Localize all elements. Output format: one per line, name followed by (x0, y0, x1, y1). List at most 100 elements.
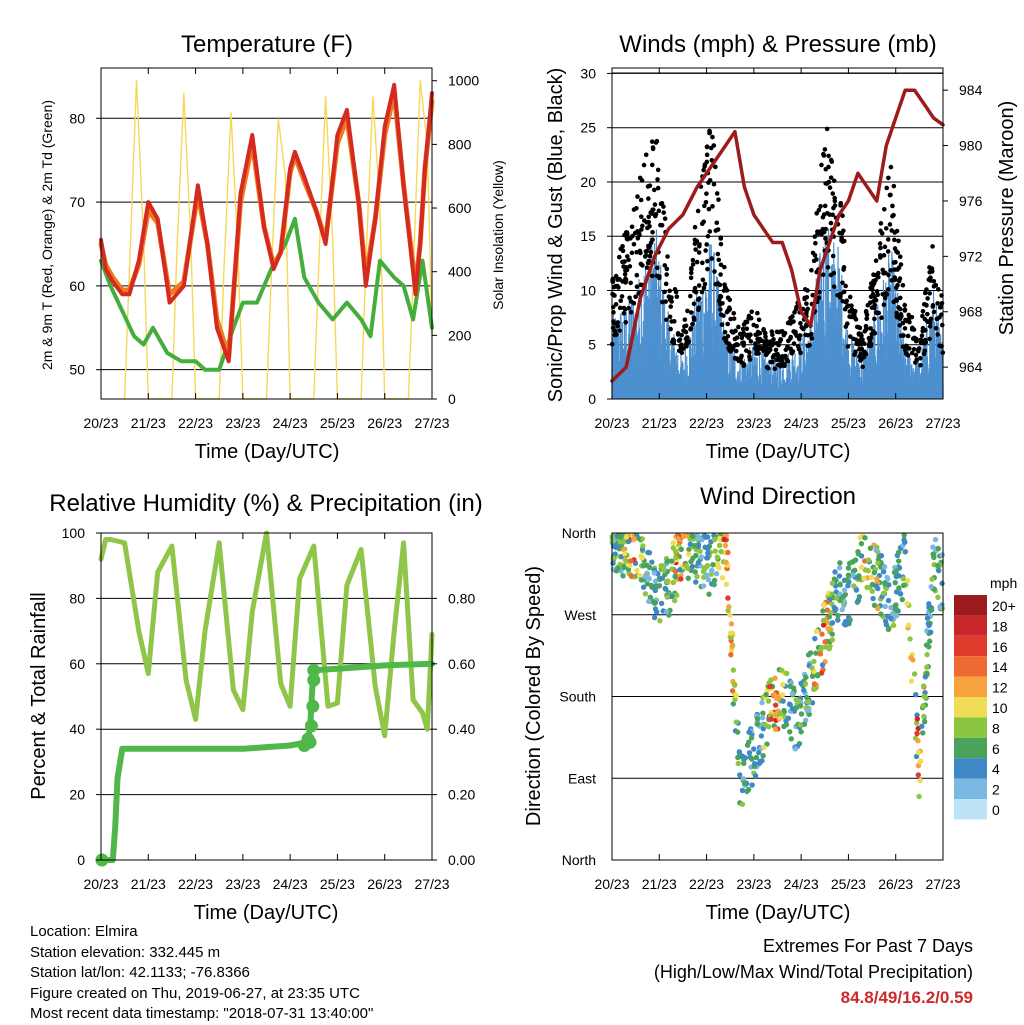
direction-ytick-label: North (562, 525, 596, 541)
direction-point (651, 570, 658, 576)
direction-point (646, 598, 652, 605)
direction-point (759, 699, 765, 706)
gust-point (892, 267, 898, 272)
direction-point (777, 715, 784, 721)
gust-point (788, 336, 793, 341)
temperature-xtick-label: 23/23 (225, 415, 260, 431)
gust-point (898, 262, 904, 267)
direction-point (640, 584, 647, 590)
direction-point (904, 577, 911, 584)
gust-point (745, 332, 751, 338)
gust-point (703, 199, 709, 205)
gust-point (900, 320, 906, 326)
direction-point (745, 786, 752, 793)
direction-point (669, 593, 675, 600)
gust-point (858, 357, 864, 362)
direction-point (623, 558, 630, 564)
direction-point (787, 729, 793, 735)
direction-point (922, 674, 929, 680)
gust-point (722, 264, 727, 270)
gust-point (639, 178, 645, 183)
speed-legend-label: 12 (992, 680, 1008, 696)
gust-point (891, 260, 897, 265)
pressure-line (610, 88, 945, 383)
speed-legend-label: 14 (992, 659, 1008, 675)
direction-point (772, 726, 779, 732)
gust-point (621, 311, 627, 316)
gust-point (763, 334, 768, 340)
winds-xtick-label: 21/23 (642, 415, 677, 431)
direction-ytick-label: South (559, 689, 596, 705)
direction-point (628, 573, 635, 579)
gust-point (873, 258, 879, 264)
gust-point (798, 350, 803, 356)
gust-point (922, 337, 928, 343)
speed-legend-swatch (954, 737, 987, 759)
direction-point (926, 622, 932, 629)
gust-point (930, 244, 935, 249)
gust-point (702, 203, 707, 209)
gust-point (802, 295, 808, 301)
direction-xtick-label: 22/23 (689, 876, 724, 892)
direction-point (880, 569, 887, 575)
direction-point (890, 622, 897, 629)
humidity-xtick-label: 22/23 (178, 876, 213, 892)
gust-point (832, 198, 838, 204)
direction-point (642, 574, 648, 580)
speed-legend-label: 4 (992, 761, 1000, 777)
gust-point (774, 329, 780, 335)
gust-point (650, 146, 656, 152)
gust-point (615, 320, 621, 325)
direction-point (759, 758, 765, 764)
direction-xtick-label: 27/23 (925, 876, 960, 892)
gust-point (863, 308, 869, 314)
direction-point (777, 711, 784, 717)
direction-frame (611, 532, 944, 861)
gust-point (927, 324, 933, 329)
speed-legend-swatch (954, 717, 987, 738)
direction-point (741, 760, 747, 766)
gust-point (669, 319, 674, 324)
gust-point (731, 329, 736, 335)
gust-point (791, 341, 797, 346)
direction-point (740, 776, 747, 782)
gust-point (626, 305, 632, 311)
gust-point (892, 275, 898, 280)
direction-point (621, 564, 627, 571)
direction-point (678, 576, 684, 582)
gust-point (751, 322, 757, 328)
direction-point (627, 562, 633, 569)
gust-point (652, 202, 658, 207)
gust-point (715, 281, 721, 286)
gust-point (649, 139, 655, 144)
direction-point (845, 565, 852, 571)
direction-point (717, 535, 723, 542)
direction-point (806, 711, 812, 717)
gust-point (847, 334, 853, 339)
gust-point (839, 235, 844, 241)
direction-point (865, 557, 872, 563)
direction-point (726, 604, 732, 610)
info-latlon: Station lat/lon: 42.1133; -76.8366 (30, 964, 250, 981)
gust-point (656, 275, 662, 281)
gust-point (617, 305, 623, 311)
info-location: Location: Elmira (30, 923, 138, 940)
gust-point (840, 280, 845, 286)
direction-point (798, 680, 804, 687)
direction-point (852, 557, 859, 563)
gust-point (725, 321, 730, 327)
humidity-y2tick-label: 0.00 (448, 852, 475, 868)
gust-point (675, 331, 681, 336)
gust-point (711, 143, 717, 148)
gust-point (840, 213, 845, 219)
gust-point (929, 268, 935, 274)
speed-legend-swatch (954, 676, 987, 697)
direction-point (882, 581, 888, 587)
speed-legend-label: 10 (992, 700, 1008, 716)
gust-point (888, 164, 894, 170)
gust-point (696, 283, 702, 288)
direction-point (928, 583, 934, 590)
gust-point (902, 307, 908, 312)
gust-point (905, 353, 911, 358)
gust-point (623, 280, 628, 285)
